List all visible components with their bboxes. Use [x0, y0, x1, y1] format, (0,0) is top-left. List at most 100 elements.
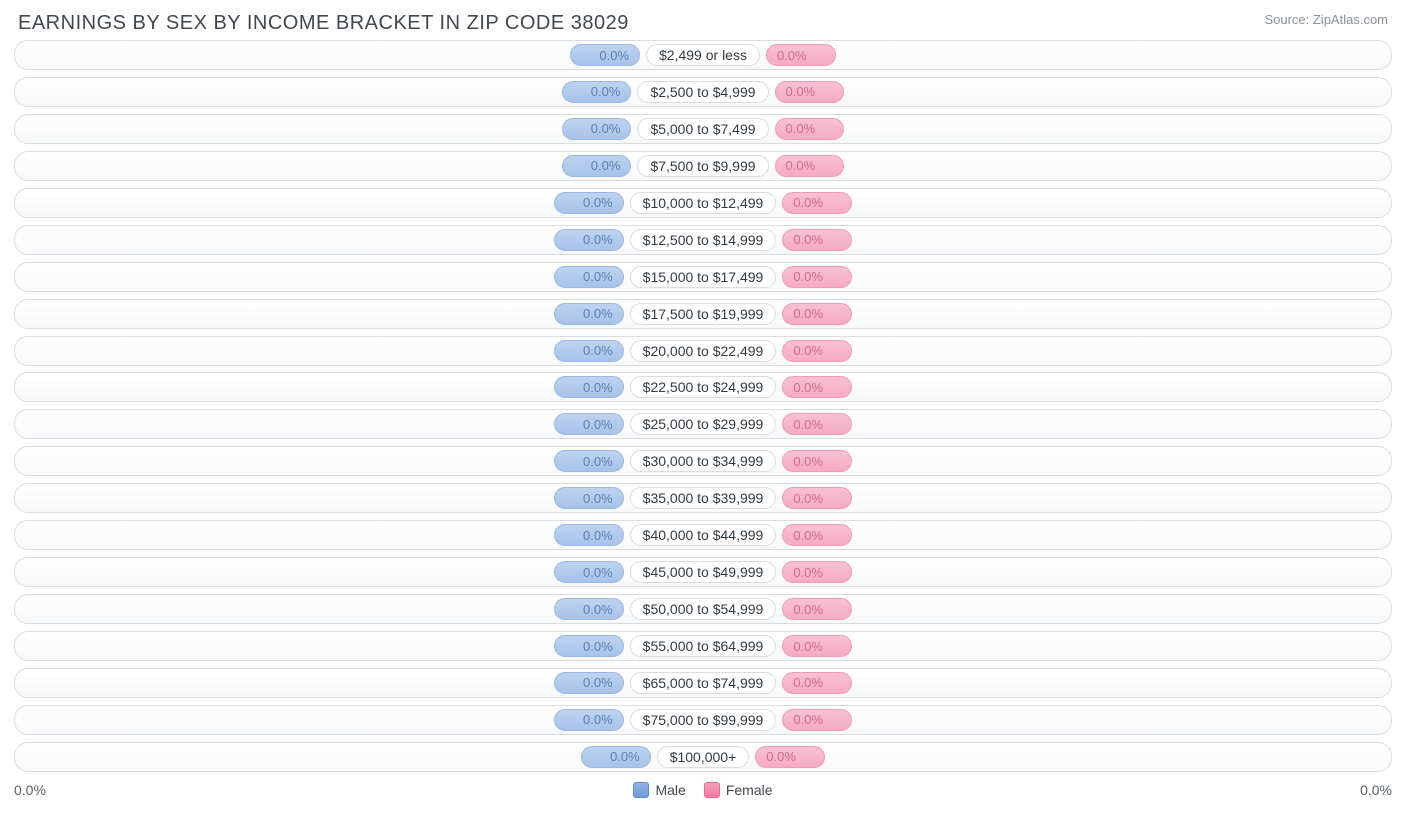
- legend-male-label: Male: [655, 782, 685, 798]
- bracket-label: $2,499 or less: [646, 44, 760, 66]
- male-bar: 0.0%: [570, 44, 640, 66]
- bracket-row: 0.0%$50,000 to $54,9990.0%: [14, 594, 1392, 624]
- bracket-center-group: 0.0%$10,000 to $12,4990.0%: [554, 192, 852, 214]
- male-bar: 0.0%: [554, 635, 624, 657]
- chart-source: Source: ZipAtlas.com: [1264, 12, 1388, 27]
- bracket-center-group: 0.0%$20,000 to $22,4990.0%: [554, 340, 852, 362]
- female-bar: 0.0%: [782, 709, 852, 731]
- bracket-center-group: 0.0%$55,000 to $64,9990.0%: [554, 635, 852, 657]
- bracket-center-group: 0.0%$75,000 to $99,9990.0%: [554, 709, 852, 731]
- bracket-row: 0.0%$25,000 to $29,9990.0%: [14, 409, 1392, 439]
- bracket-center-group: 0.0%$7,500 to $9,9990.0%: [562, 155, 844, 177]
- female-bar: 0.0%: [775, 81, 845, 103]
- bracket-label: $55,000 to $64,999: [630, 635, 777, 657]
- bracket-label: $2,500 to $4,999: [637, 81, 768, 103]
- bracket-center-group: 0.0% $2,499 or less 0.0%: [570, 44, 835, 66]
- bracket-label: $25,000 to $29,999: [630, 413, 777, 435]
- bracket-center-group: 0.0%$30,000 to $34,9990.0%: [554, 450, 852, 472]
- bracket-center-group: 0.0%$45,000 to $49,9990.0%: [554, 561, 852, 583]
- male-bar: 0.0%: [554, 303, 624, 325]
- bracket-row: 0.0%$40,000 to $44,9990.0%: [14, 520, 1392, 550]
- female-bar: 0.0%: [782, 413, 852, 435]
- chart-legend: Male Female: [633, 782, 772, 798]
- male-bar: 0.0%: [554, 229, 624, 251]
- legend-item-male: Male: [633, 782, 685, 798]
- bracket-center-group: 0.0%$40,000 to $44,9990.0%: [554, 524, 852, 546]
- bracket-row: 0.0%$10,000 to $12,4990.0%: [14, 188, 1392, 218]
- chart-area: 0.0%$2,499 or less0.0%0.0%$2,500 to $4,9…: [14, 40, 1392, 772]
- male-bar: 0.0%: [554, 413, 624, 435]
- female-bar: 0.0%: [775, 118, 845, 140]
- female-bar: 0.0%: [782, 487, 852, 509]
- female-bar: 0.0%: [782, 450, 852, 472]
- female-bar: 0.0%: [782, 635, 852, 657]
- bracket-center-group: 0.0%$100,000+0.0%: [581, 746, 825, 768]
- female-bar: 0.0%: [766, 44, 836, 66]
- male-swatch-icon: [633, 782, 649, 798]
- male-bar: 0.0%: [554, 598, 624, 620]
- male-bar: 0.0%: [554, 340, 624, 362]
- female-bar: 0.0%: [782, 340, 852, 362]
- bracket-row: 0.0%$12,500 to $14,9990.0%: [14, 225, 1392, 255]
- bracket-row: 0.0%$15,000 to $17,4990.0%: [14, 262, 1392, 292]
- bracket-label: $45,000 to $49,999: [630, 561, 777, 583]
- bracket-label: $22,500 to $24,999: [630, 376, 777, 398]
- male-bar: 0.0%: [554, 450, 624, 472]
- male-bar: 0.0%: [554, 487, 624, 509]
- male-bar: 0.0%: [554, 709, 624, 731]
- female-bar: 0.0%: [782, 266, 852, 288]
- female-bar: 0.0%: [782, 229, 852, 251]
- male-bar: 0.0%: [562, 118, 632, 140]
- bracket-label: $50,000 to $54,999: [630, 598, 777, 620]
- bracket-label: $35,000 to $39,999: [630, 487, 777, 509]
- bracket-center-group: 0.0%$17,500 to $19,9990.0%: [554, 303, 852, 325]
- legend-item-female: Female: [704, 782, 773, 798]
- bracket-label: $30,000 to $34,999: [630, 450, 777, 472]
- female-bar: 0.0%: [782, 376, 852, 398]
- bracket-row: 0.0%$65,000 to $74,9990.0%: [14, 668, 1392, 698]
- female-bar: 0.0%: [755, 746, 825, 768]
- bracket-center-group: 0.0%$50,000 to $54,9990.0%: [554, 598, 852, 620]
- bracket-label: $17,500 to $19,999: [630, 303, 777, 325]
- bracket-row: 0.0%$2,500 to $4,9990.0%: [14, 77, 1392, 107]
- female-bar: 0.0%: [775, 155, 845, 177]
- bracket-row: 0.0%$75,000 to $99,9990.0%: [14, 705, 1392, 735]
- male-bar: 0.0%: [554, 561, 624, 583]
- male-bar: 0.0%: [562, 81, 632, 103]
- female-bar: 0.0%: [782, 524, 852, 546]
- bracket-row: 0.0%$22,500 to $24,9990.0%: [14, 372, 1392, 402]
- bracket-label: $5,000 to $7,499: [637, 118, 768, 140]
- bracket-center-group: 0.0%$5,000 to $7,4990.0%: [562, 118, 844, 140]
- male-bar: 0.0%: [562, 155, 632, 177]
- male-bar: 0.0%: [554, 524, 624, 546]
- bracket-center-group: 0.0%$2,500 to $4,9990.0%: [562, 81, 844, 103]
- bracket-center-group: 0.0%$35,000 to $39,9990.0%: [554, 487, 852, 509]
- axis-label-right: 0.0%: [1360, 782, 1392, 798]
- bracket-label: $65,000 to $74,999: [630, 672, 777, 694]
- chart-footer: 0.0% Male Female 0.0%: [14, 776, 1392, 804]
- bracket-label: $15,000 to $17,499: [630, 266, 777, 288]
- bracket-label: $12,500 to $14,999: [630, 229, 777, 251]
- female-bar: 0.0%: [782, 598, 852, 620]
- bracket-label: $100,000+: [657, 746, 750, 768]
- bracket-row: 0.0%$7,500 to $9,9990.0%: [14, 151, 1392, 181]
- bracket-center-group: 0.0%$65,000 to $74,9990.0%: [554, 672, 852, 694]
- bracket-label: $7,500 to $9,999: [637, 155, 768, 177]
- female-bar: 0.0%: [782, 303, 852, 325]
- male-bar: 0.0%: [554, 672, 624, 694]
- female-bar: 0.0%: [782, 561, 852, 583]
- bracket-center-group: 0.0%$15,000 to $17,4990.0%: [554, 266, 852, 288]
- legend-female-label: Female: [726, 782, 773, 798]
- bracket-row: 0.0%$5,000 to $7,4990.0%: [14, 114, 1392, 144]
- bracket-row: 0.0%$100,000+0.0%: [14, 742, 1392, 772]
- bracket-center-group: 0.0%$25,000 to $29,9990.0%: [554, 413, 852, 435]
- male-bar: 0.0%: [554, 376, 624, 398]
- male-bar: 0.0%: [554, 266, 624, 288]
- female-bar: 0.0%: [782, 192, 852, 214]
- female-swatch-icon: [704, 782, 720, 798]
- male-bar: 0.0%: [581, 746, 651, 768]
- male-bar: 0.0%: [554, 192, 624, 214]
- bracket-label: $75,000 to $99,999: [630, 709, 777, 731]
- bracket-label: $10,000 to $12,499: [630, 192, 777, 214]
- bracket-label: $20,000 to $22,499: [630, 340, 777, 362]
